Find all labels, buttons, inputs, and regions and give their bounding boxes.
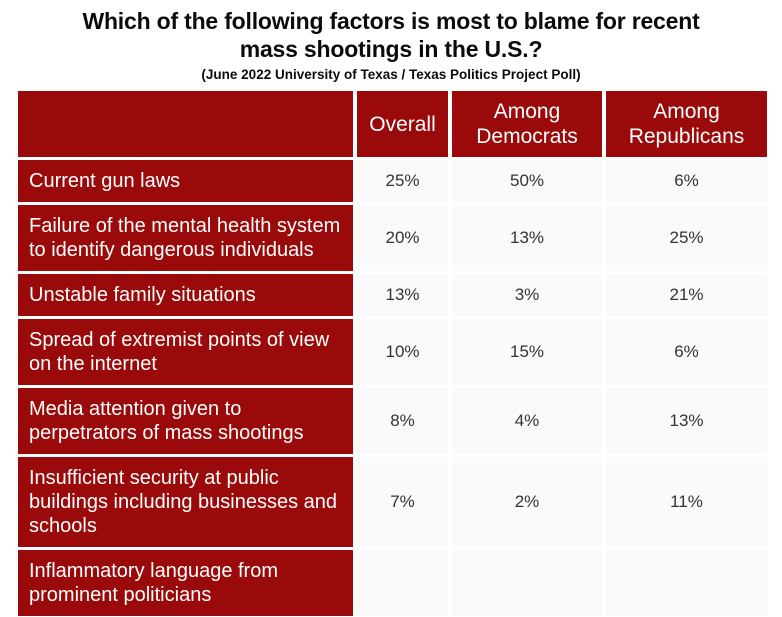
value-cell: 13% [357,274,448,316]
row-label: Unstable family situations [18,274,353,316]
value-cell [606,550,767,616]
column-header-overall: Overall [357,91,448,157]
row-label: Inflammatory language from prominent pol… [18,550,353,616]
table-row: Inflammatory language from prominent pol… [18,550,767,616]
table-row: Unstable family situations 13% 3% 21% [18,274,767,316]
value-cell [452,550,602,616]
page-title-line-2: mass shootings in the U.S.? [239,36,543,62]
table-row: Insufficient security at public building… [18,457,767,547]
value-cell: 8% [357,388,448,454]
value-cell: 13% [452,205,602,271]
value-cell [357,550,448,616]
value-cell: 25% [606,205,767,271]
column-header-factor-blank [18,91,353,157]
value-cell: 21% [606,274,767,316]
row-label: Spread of extremist points of view on th… [18,319,353,385]
value-cell: 7% [357,457,448,547]
value-cell: 6% [606,319,767,385]
table-row: Spread of extremist points of view on th… [18,319,767,385]
row-label: Failure of the mental health system to i… [18,205,353,271]
page-title: Which of the following factors is most t… [0,7,782,63]
table-row: Current gun laws 25% 50% 6% [18,160,767,202]
column-header-democrats: Among Democrats [452,91,602,157]
value-cell: 15% [452,319,602,385]
table-row: Failure of the mental health system to i… [18,205,767,271]
poll-table: Overall Among Democrats Among Republican… [14,88,771,617]
table-row: Media attention given to perpetrators of… [18,388,767,454]
page-title-line-1: Which of the following factors is most t… [82,8,700,34]
value-cell: 2% [452,457,602,547]
value-cell: 11% [606,457,767,547]
column-header-republicans: Among Republicans [606,91,767,157]
value-cell: 3% [452,274,602,316]
value-cell: 13% [606,388,767,454]
value-cell: 4% [452,388,602,454]
row-label: Current gun laws [18,160,353,202]
row-label: Media attention given to perpetrators of… [18,388,353,454]
value-cell: 20% [357,205,448,271]
page-subtitle: (June 2022 University of Texas / Texas P… [201,67,581,82]
value-cell: 50% [452,160,602,202]
value-cell: 6% [606,160,767,202]
row-label: Insufficient security at public building… [18,457,353,547]
value-cell: 25% [357,160,448,202]
table-header-row: Overall Among Democrats Among Republican… [18,91,767,157]
value-cell: 10% [357,319,448,385]
